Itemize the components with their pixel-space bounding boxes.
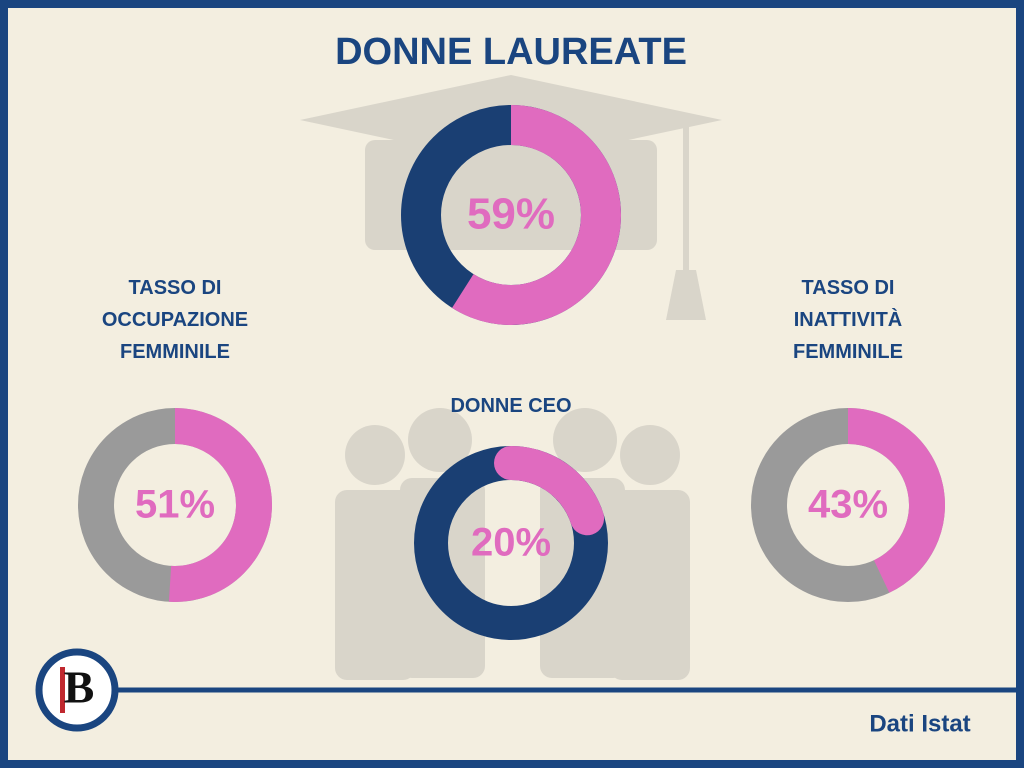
donut-segment	[847, 408, 945, 593]
chart-title: TASSO DI INATTIVITÀ FEMMINILE	[793, 277, 903, 363]
donut-segment	[494, 446, 605, 536]
donut-segment	[168, 408, 272, 602]
background-art	[300, 75, 722, 680]
value-label: 43%	[808, 483, 888, 527]
chart-title: DONNE CEO	[450, 395, 572, 417]
value-label: 20%	[471, 521, 551, 565]
logo: B	[64, 662, 95, 713]
chart-title: TASSO DI OCCUPAZIONE FEMMINILE	[101, 277, 249, 363]
value-label: 51%	[135, 483, 215, 527]
source: Dati Istat	[869, 710, 970, 737]
value-label: 59%	[467, 190, 555, 239]
donut-segment	[452, 105, 621, 325]
logo-ring	[35, 648, 119, 732]
chart-title: DONNE LAUREATE	[335, 31, 687, 73]
logo-stripe	[60, 667, 65, 713]
